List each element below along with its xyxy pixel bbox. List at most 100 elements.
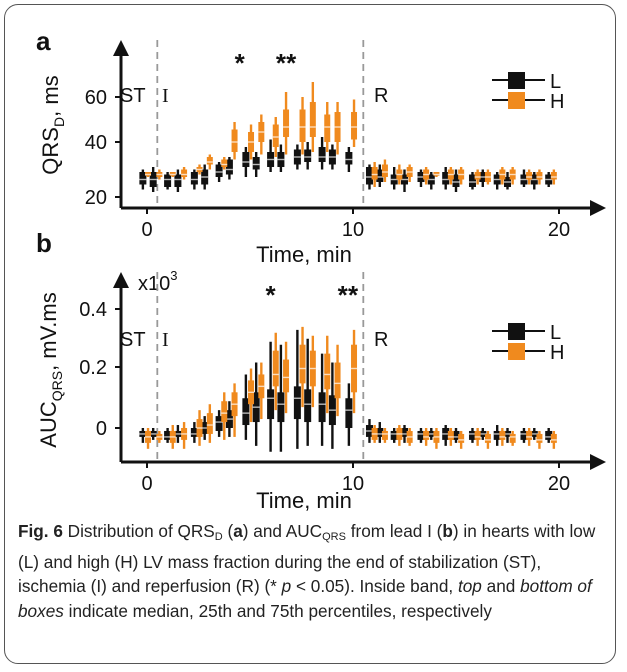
H-box bbox=[536, 172, 543, 180]
H-box bbox=[231, 129, 238, 152]
significance-asterisk: * bbox=[266, 280, 277, 310]
H-box bbox=[509, 433, 516, 443]
legend-l-swatch bbox=[508, 323, 525, 340]
caption-italic: top bbox=[457, 576, 482, 596]
H-box bbox=[206, 157, 213, 165]
L-box bbox=[252, 157, 260, 170]
x-tick-label: 0 bbox=[141, 473, 152, 495]
caption-text: ( bbox=[222, 521, 234, 541]
L-box bbox=[493, 430, 501, 440]
panel-a-label: a bbox=[36, 26, 51, 56]
figure-caption: Fig. 6 Distribution of QRSD (a) and AUCQ… bbox=[18, 519, 608, 623]
L-box bbox=[468, 430, 476, 440]
L-box bbox=[164, 174, 172, 187]
caption-text: Distribution of QRS bbox=[62, 521, 215, 541]
panel-b-ylabel: AUCQRS, mV.ms bbox=[36, 292, 65, 447]
H-box bbox=[484, 433, 491, 443]
y-tick-label: 40 bbox=[85, 132, 107, 154]
x-axis-arrow bbox=[590, 454, 606, 470]
caption-text: < 0.05). Inside band, bbox=[291, 576, 458, 596]
legend-h-label: H bbox=[550, 91, 564, 113]
legend-l-label: L bbox=[550, 322, 561, 344]
H-box bbox=[334, 362, 341, 399]
caption-subscript: QRS bbox=[322, 531, 346, 543]
H-box bbox=[283, 109, 290, 137]
H-box bbox=[272, 124, 279, 147]
caption-p-symbol: p bbox=[281, 576, 292, 596]
L-box bbox=[318, 147, 326, 162]
caption-panel-b-ref: b bbox=[442, 521, 453, 541]
H-box bbox=[550, 172, 557, 180]
L-box bbox=[225, 159, 233, 175]
panel-b-legend: L H bbox=[492, 322, 564, 364]
panel-b-phase-r: R bbox=[374, 329, 388, 351]
L-box bbox=[190, 172, 198, 185]
L-box bbox=[345, 152, 353, 165]
H-box bbox=[181, 169, 188, 177]
L-box bbox=[304, 389, 312, 423]
panel-a-chart: a QRSD, ms ST I R Time, min L H 20 40 60 0 1… bbox=[36, 26, 606, 267]
panel-b-phase-st: ST bbox=[120, 329, 146, 351]
H-box bbox=[474, 430, 481, 440]
legend-h-label: H bbox=[550, 342, 564, 364]
L-box bbox=[190, 428, 198, 437]
L-box bbox=[139, 172, 147, 185]
caption-text: and bbox=[481, 576, 521, 596]
L-box bbox=[318, 392, 326, 423]
L-box bbox=[520, 430, 528, 440]
y-tick-label: 20 bbox=[85, 187, 107, 209]
legend-h-swatch bbox=[508, 92, 525, 109]
L-box bbox=[164, 430, 172, 440]
x-tick-label: 20 bbox=[548, 219, 570, 241]
legend-l-swatch bbox=[508, 72, 525, 89]
H-box bbox=[221, 401, 228, 423]
H-box bbox=[499, 430, 506, 440]
caption-subscript: D bbox=[214, 531, 223, 543]
L-box bbox=[242, 152, 250, 167]
L-box bbox=[442, 172, 450, 185]
L-box bbox=[452, 174, 460, 187]
panel-a-phase-st: ST bbox=[120, 85, 146, 107]
L-box bbox=[304, 149, 312, 162]
significance-asterisk: * bbox=[276, 48, 287, 78]
y-axis-arrow bbox=[113, 40, 129, 56]
y-tick-label: 0.2 bbox=[79, 357, 107, 379]
legend-l-label: L bbox=[550, 71, 561, 93]
caption-fig-label: Fig. 6 bbox=[18, 521, 63, 541]
panel-a-ylabel: QRSD, ms bbox=[38, 75, 67, 174]
caption-text: from lead I ( bbox=[345, 521, 443, 541]
L-box bbox=[468, 174, 476, 187]
y-tick-label: 0 bbox=[96, 418, 107, 440]
significance-asterisk: * bbox=[235, 48, 246, 78]
H-box bbox=[381, 164, 388, 177]
L-box bbox=[345, 398, 353, 428]
L-box bbox=[376, 428, 384, 437]
H-box bbox=[324, 114, 331, 142]
caption-text: ) and AUC bbox=[242, 521, 323, 541]
L-box bbox=[365, 167, 373, 185]
H-box bbox=[351, 112, 358, 140]
L-box bbox=[174, 174, 182, 187]
significance-asterisk: * bbox=[348, 280, 359, 310]
L-box bbox=[545, 430, 553, 440]
panel-a-xlabel: Time, min bbox=[256, 242, 352, 267]
L-box bbox=[215, 416, 223, 431]
H-box bbox=[447, 430, 454, 440]
panel-a-legend: L H bbox=[492, 71, 564, 113]
L-box bbox=[277, 392, 285, 423]
H-box bbox=[299, 344, 306, 384]
caption-panel-a-ref: a bbox=[233, 521, 243, 541]
caption-text: ) in hearts with low (L) and high (H) LV… bbox=[18, 521, 596, 596]
x-tick-label: 20 bbox=[548, 473, 570, 495]
x-axis-arrow bbox=[590, 200, 606, 216]
panel-a-phase-i: I bbox=[162, 85, 169, 107]
L-box bbox=[215, 164, 223, 177]
H-box bbox=[550, 433, 557, 443]
x-tick-label: 10 bbox=[342, 219, 364, 241]
H-box bbox=[272, 350, 279, 387]
L-box bbox=[293, 386, 301, 420]
x-tick-label: 10 bbox=[342, 473, 364, 495]
L-box bbox=[417, 430, 425, 440]
H-box bbox=[536, 433, 543, 443]
